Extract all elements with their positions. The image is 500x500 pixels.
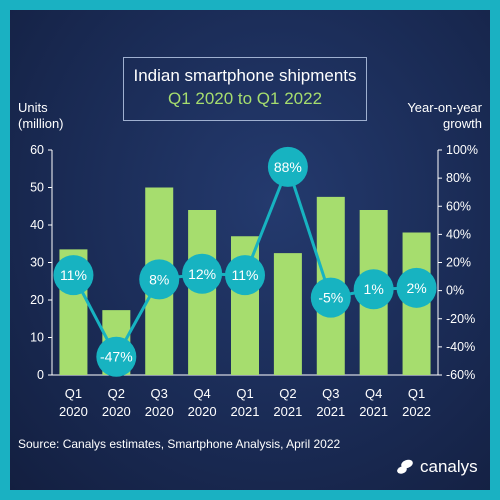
x-tick-label-quarter: Q2 xyxy=(108,386,125,401)
growth-bubble xyxy=(225,255,265,296)
growth-bubble xyxy=(396,267,437,308)
growth-bubble xyxy=(310,277,351,318)
x-tick-label-quarter: Q3 xyxy=(322,386,339,401)
left-axis-title-text: Units (million) xyxy=(18,100,64,131)
x-tick-label-year: 2022 xyxy=(402,404,431,419)
left-tick-label: 30 xyxy=(30,256,44,270)
x-tick-label-year: 2020 xyxy=(59,404,88,419)
canalys-logo-icon xyxy=(397,459,413,474)
growth-data-label: 2% xyxy=(406,280,426,296)
chart-title: Indian smartphone shipments xyxy=(133,66,357,85)
right-tick-label: 60% xyxy=(446,199,471,213)
x-tick-label-quarter: Q2 xyxy=(279,386,296,401)
growth-bubble xyxy=(53,255,94,296)
left-axis-title: Units (million) xyxy=(18,100,64,132)
right-tick-label: 80% xyxy=(446,171,471,185)
growth-bubble xyxy=(96,336,137,377)
right-tick-label: -60% xyxy=(446,368,475,382)
growth-data-label: 88% xyxy=(274,159,302,175)
chart-title-box: Indian smartphone shipments Q1 2020 to Q… xyxy=(123,57,367,121)
growth-data-label: -5% xyxy=(318,290,343,306)
right-axis-title: Year-on-year growth xyxy=(407,100,482,132)
right-tick-label: 100% xyxy=(446,143,478,157)
growth-bubble xyxy=(139,259,180,300)
growth-bubble xyxy=(182,253,223,294)
left-tick-label: 40 xyxy=(30,218,44,232)
chart-subtitle: Q1 2020 to Q1 2022 xyxy=(167,89,323,108)
growth-bubble xyxy=(353,269,394,310)
x-tick-label-quarter: Q1 xyxy=(408,386,425,401)
x-tick-label-quarter: Q1 xyxy=(236,386,253,401)
x-tick-label-year: 2021 xyxy=(273,404,302,419)
right-tick-label: 0% xyxy=(446,284,464,298)
growth-bubble xyxy=(267,146,308,187)
left-tick-label: 0 xyxy=(37,368,44,382)
growth-data-label: 11% xyxy=(232,267,259,283)
left-tick-label: 20 xyxy=(30,293,44,307)
x-tick-label-year: 2021 xyxy=(231,404,260,419)
x-tick-label-quarter: Q4 xyxy=(193,386,210,401)
x-tick-label-year: 2020 xyxy=(188,404,217,419)
bar-units xyxy=(273,253,302,375)
growth-data-label: -47% xyxy=(100,349,133,365)
growth-data-label: 12% xyxy=(188,266,216,282)
x-tick-label-quarter: Q1 xyxy=(65,386,82,401)
left-tick-label: 60 xyxy=(30,143,44,157)
x-tick-label-year: 2021 xyxy=(316,404,345,419)
right-axis-title-text: Year-on-year growth xyxy=(407,100,482,131)
source-note: Source: Canalys estimates, Smartphone An… xyxy=(18,437,341,451)
right-tick-label: 20% xyxy=(446,256,471,270)
x-tick-label-quarter: Q3 xyxy=(151,386,168,401)
left-tick-label: 50 xyxy=(30,181,44,195)
right-tick-label: -20% xyxy=(446,312,475,326)
growth-data-label: 11% xyxy=(60,267,87,283)
brand-name: canalys xyxy=(420,457,478,476)
x-tick-label-year: 2021 xyxy=(359,404,388,419)
x-tick-label-year: 2020 xyxy=(102,404,131,419)
x-tick-label-quarter: Q4 xyxy=(365,386,382,401)
left-tick-label: 10 xyxy=(30,331,44,345)
growth-data-label: 1% xyxy=(364,281,384,297)
brand-logo: canalys xyxy=(395,457,478,477)
right-tick-label: 40% xyxy=(446,227,471,241)
x-tick-label-year: 2020 xyxy=(145,404,174,419)
growth-data-label: 8% xyxy=(149,271,169,287)
right-tick-label: -40% xyxy=(446,340,475,354)
